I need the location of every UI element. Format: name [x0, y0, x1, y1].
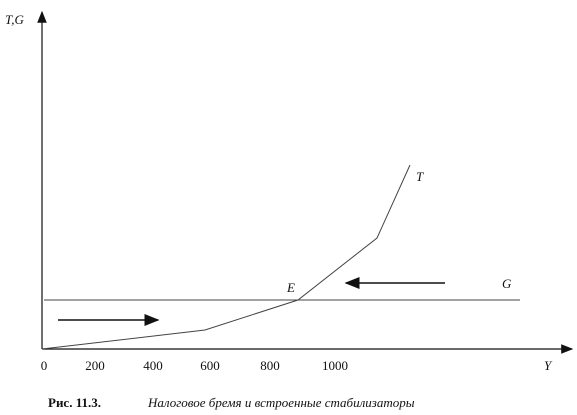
x-tick-label: 400 [143, 358, 163, 373]
caption-number: Рис. 11.3. [48, 395, 101, 410]
x-tick-label: 200 [85, 358, 105, 373]
x-tick-label: 600 [200, 358, 220, 373]
equilibrium-label: E [286, 280, 295, 295]
x-tick-label: 0 [41, 358, 48, 373]
x-axis-label: Y [544, 358, 553, 373]
x-tick-label: 800 [260, 358, 280, 373]
tax-curve [41, 164, 411, 350]
caption-text: Налоговое бремя и встроенные стабилизато… [147, 395, 415, 410]
spending-label: G [502, 276, 512, 291]
y-axis-label: T,G [5, 12, 25, 27]
tax-label: T [416, 169, 424, 184]
x-tick-label: 1000 [322, 358, 348, 373]
